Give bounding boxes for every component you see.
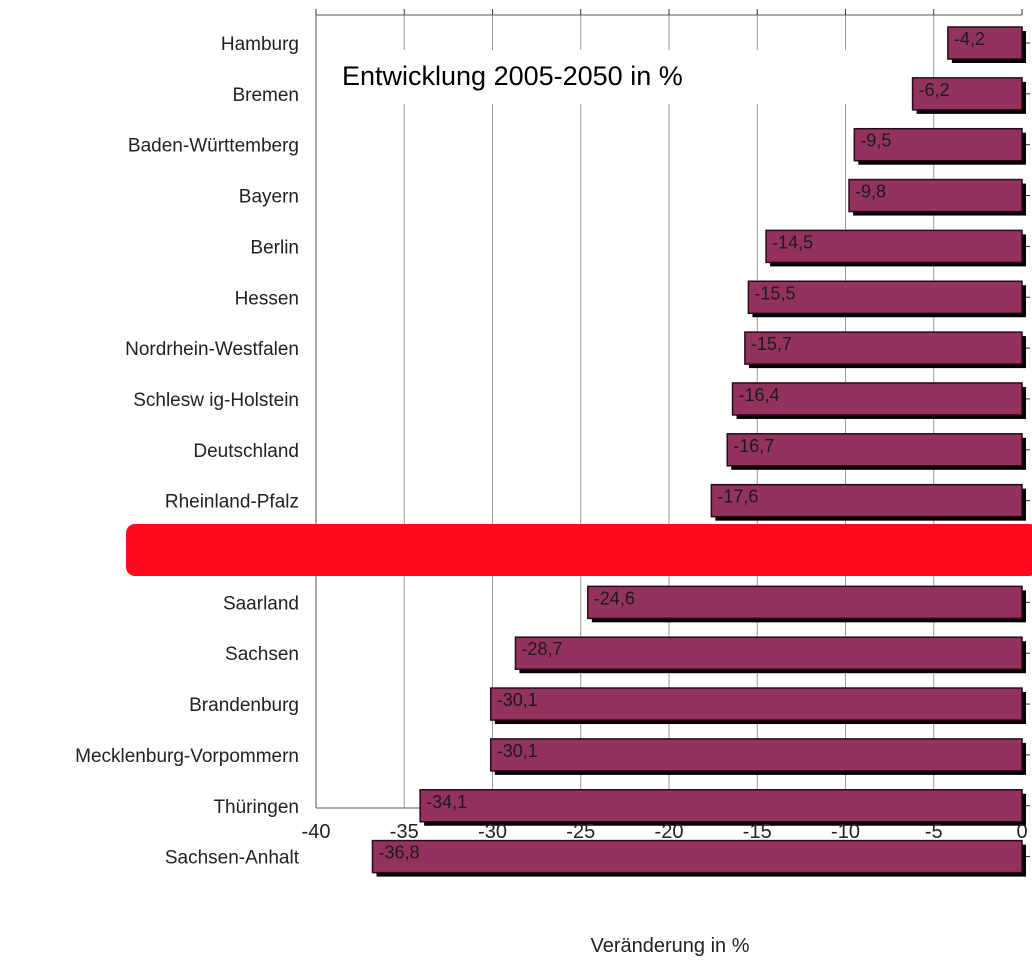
category-label: Berlin — [250, 237, 299, 258]
category-label: Sachsen-Anhalt — [165, 848, 300, 869]
bar — [514, 636, 1023, 670]
x-tick-label: 0 — [1016, 821, 1027, 843]
bar — [587, 585, 1023, 620]
data-label: -34,1 — [426, 792, 467, 812]
data-label: -15,5 — [754, 283, 795, 303]
bar — [765, 229, 1023, 264]
x-tick-label: -15 — [743, 821, 772, 843]
data-label: -16,4 — [739, 385, 780, 405]
bar — [731, 382, 1023, 416]
x-tick-label: -25 — [566, 821, 595, 843]
labels: -40 -35 -30 -25 -20 -15 -10 -5 0 Hamburg -4,2 Breme… — [75, 29, 1027, 869]
data-label: -30,1 — [497, 690, 538, 710]
data-label: -14,5 — [772, 232, 813, 252]
chart-title: Entwicklung 2005-2050 in % — [342, 61, 683, 91]
bar — [419, 789, 1023, 823]
category-label: Schlesw ig-Holstein — [133, 390, 299, 411]
bar — [747, 280, 1023, 314]
bar — [911, 77, 1023, 111]
x-tick-label: -30 — [478, 821, 507, 843]
x-tick-label: -40 — [302, 821, 331, 843]
x-tick-label: -35 — [390, 821, 419, 843]
x-axis-title: Veränderung in % — [590, 935, 749, 957]
data-label: -9,8 — [855, 182, 886, 202]
bar — [744, 331, 1023, 365]
category-label: Hessen — [235, 288, 299, 309]
category-label: Hamburg — [221, 34, 299, 55]
bar — [853, 127, 1023, 162]
chart-title-background — [328, 50, 880, 104]
category-label: Deutschland — [193, 441, 299, 462]
bar — [489, 687, 1023, 721]
data-label: -28,7 — [521, 639, 562, 659]
category-label: Saarland — [223, 593, 299, 614]
x-tick-label: -10 — [831, 821, 860, 843]
bar — [726, 433, 1023, 467]
bar — [710, 483, 1023, 518]
data-label: -15,7 — [751, 334, 792, 354]
bar — [489, 738, 1023, 772]
redaction-overlay — [126, 524, 1032, 576]
bar — [848, 178, 1023, 213]
category-label: Nordrhein-Westfalen — [125, 339, 299, 360]
category-label: Sachsen — [225, 644, 299, 665]
data-label: -16,7 — [733, 436, 774, 456]
bars — [371, 26, 1027, 877]
data-label: -24,6 — [594, 588, 635, 608]
x-tick-label: -20 — [655, 821, 684, 843]
bar — [947, 26, 1023, 60]
data-label: -9,5 — [860, 131, 891, 151]
bar — [371, 839, 1023, 874]
category-label: Rheinland-Pfalz — [165, 492, 299, 513]
category-label: Baden-Württemberg — [128, 136, 299, 157]
data-label: -6,2 — [919, 80, 950, 100]
category-label: Brandenburg — [189, 695, 299, 716]
category-label: Bremen — [232, 85, 299, 106]
category-label: Thüringen — [213, 797, 299, 818]
x-tick-label: -5 — [925, 821, 943, 843]
data-label: -36,8 — [378, 843, 419, 863]
data-label: -4,2 — [954, 29, 985, 49]
category-label: Bayern — [239, 187, 299, 208]
data-label: -17,6 — [717, 487, 758, 507]
data-label: -30,1 — [497, 741, 538, 761]
category-label: Mecklenburg-Vorpommern — [75, 746, 299, 767]
